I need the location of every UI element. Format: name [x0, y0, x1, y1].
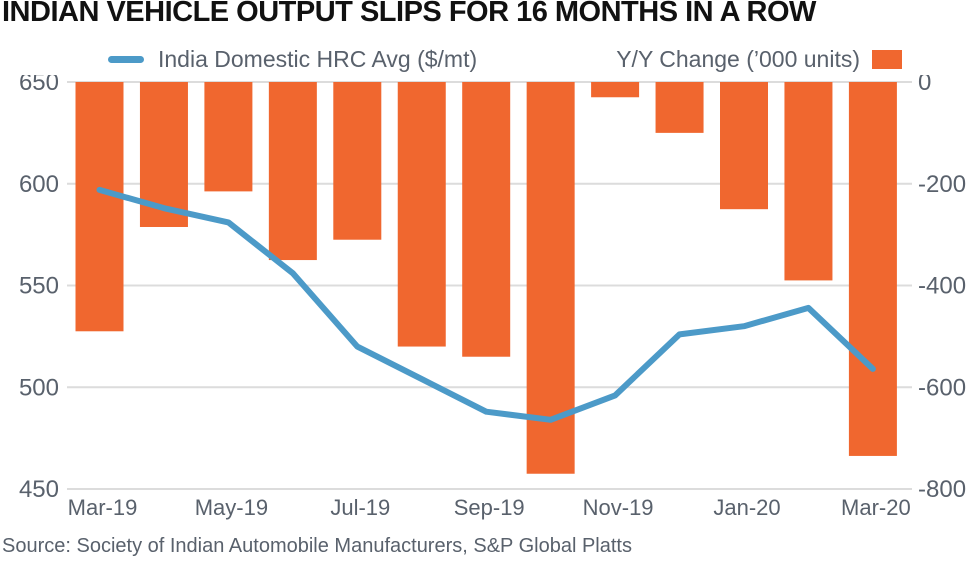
line-series-swatch-icon — [108, 55, 144, 63]
left-axis-tick-500: 500 — [19, 374, 59, 401]
x-axis-label-Sep-19: Sep-19 — [454, 495, 525, 520]
bar-Mar-19 — [75, 82, 124, 332]
bar-Oct-19 — [526, 82, 575, 474]
bar-Jul-19 — [333, 82, 382, 240]
left-axis-tick-550: 550 — [19, 273, 59, 300]
x-axis-label-Mar-19: Mar-19 — [68, 495, 138, 520]
left-axis-tick-450: 450 — [19, 476, 59, 503]
legend-item-bar: Y/Y Change (’000 units) — [616, 46, 902, 73]
right-axis-tick--800: -800 — [918, 476, 966, 503]
legend: India Domestic HRC Avg ($/mt) Y/Y Change… — [0, 44, 980, 74]
bar-May-19 — [204, 82, 253, 192]
right-axis-tick--600: -600 — [918, 374, 966, 401]
bar-Mar-20 — [848, 82, 897, 456]
right-axis-tick--400: -400 — [918, 273, 966, 300]
bar-Sep-19 — [462, 82, 511, 357]
chart-title: INDIAN VEHICLE OUTPUT SLIPS FOR 16 MONTH… — [2, 0, 816, 28]
bar-Dec-19 — [655, 82, 704, 133]
x-axis-label-Jan-20: Jan-20 — [713, 495, 780, 520]
left-axis-tick-600: 600 — [19, 171, 59, 198]
combo-chart: 650 600 550 500 450 0 -200 -400 -600 -800 Mar-19 Ma… — [19, 75, 966, 520]
bar-Aug-19 — [397, 82, 446, 347]
bar-series-swatch-icon — [872, 49, 902, 69]
bar-Jan-20 — [720, 82, 768, 210]
x-axis-label-Mar-20: Mar-20 — [841, 495, 911, 520]
left-axis-tick-650: 650 — [19, 75, 59, 96]
source-note: Source: Society of Indian Automobile Man… — [2, 535, 632, 557]
bar-Nov-19 — [591, 82, 640, 98]
hrc-price-line — [96, 186, 876, 423]
bar-Feb-20 — [784, 82, 833, 281]
x-axis-label-Jul-19: Jul-19 — [330, 495, 390, 520]
legend-line-label: India Domestic HRC Avg ($/mt) — [158, 45, 478, 72]
x-axis-label-Nov-19: Nov-19 — [583, 495, 654, 520]
right-axis-tick--200: -200 — [918, 171, 966, 198]
right-axis-tick-0: 0 — [918, 75, 931, 96]
legend-bar-label: Y/Y Change (’000 units) — [616, 45, 860, 72]
legend-item-line: India Domestic HRC Avg ($/mt) — [108, 46, 477, 73]
bar-Jun-19 — [268, 82, 317, 261]
x-axis-label-May-19: May-19 — [195, 495, 268, 520]
